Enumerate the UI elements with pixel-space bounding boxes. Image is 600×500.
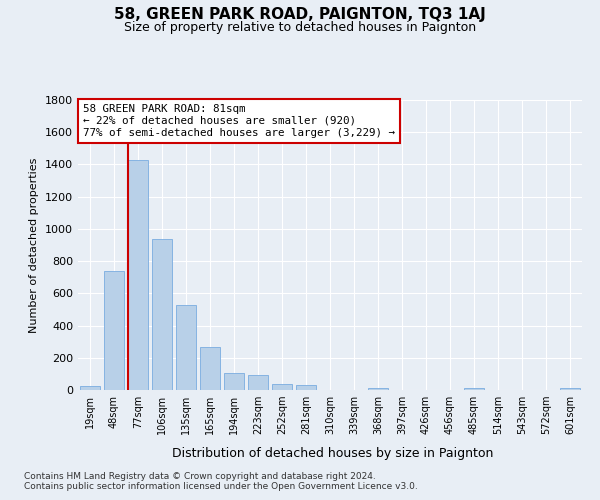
Bar [248, 375, 268, 390]
Bar [128, 160, 148, 390]
Text: 58, GREEN PARK ROAD, PAIGNTON, TQ3 1AJ: 58, GREEN PARK ROAD, PAIGNTON, TQ3 1AJ [114, 8, 486, 22]
Bar [296, 386, 316, 390]
Text: Contains public sector information licensed under the Open Government Licence v3: Contains public sector information licen… [24, 482, 418, 491]
Bar [104, 271, 124, 390]
Bar [464, 388, 484, 390]
Y-axis label: Number of detached properties: Number of detached properties [29, 158, 40, 332]
Bar [560, 388, 580, 390]
Bar [80, 386, 100, 390]
Bar [368, 388, 388, 390]
Bar [224, 373, 244, 390]
Bar [272, 384, 292, 390]
Text: Size of property relative to detached houses in Paignton: Size of property relative to detached ho… [124, 21, 476, 34]
Bar [200, 348, 220, 390]
Bar [152, 239, 172, 390]
Bar [176, 304, 196, 390]
Text: 58 GREEN PARK ROAD: 81sqm
← 22% of detached houses are smaller (920)
77% of semi: 58 GREEN PARK ROAD: 81sqm ← 22% of detac… [83, 104, 395, 138]
Text: Distribution of detached houses by size in Paignton: Distribution of detached houses by size … [172, 448, 494, 460]
Text: Contains HM Land Registry data © Crown copyright and database right 2024.: Contains HM Land Registry data © Crown c… [24, 472, 376, 481]
